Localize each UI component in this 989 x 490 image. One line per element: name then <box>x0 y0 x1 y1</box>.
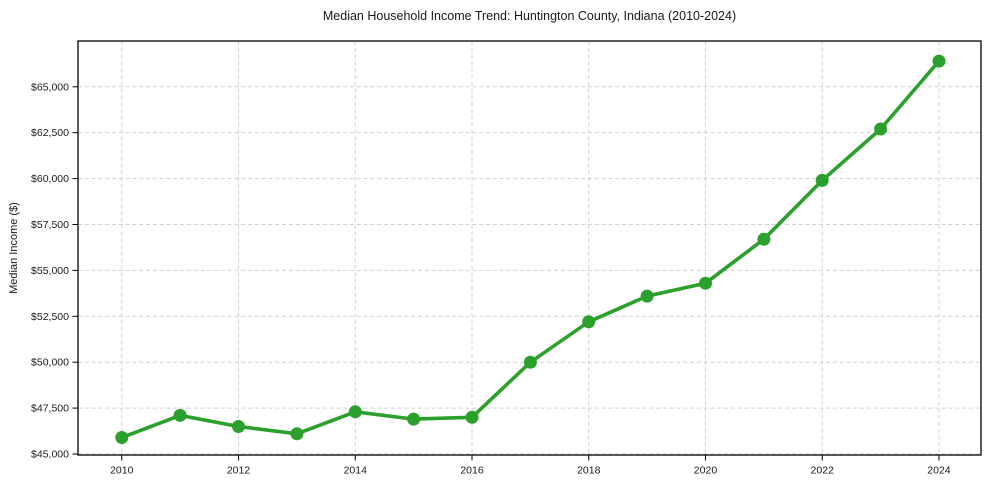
x-tick-label: 2024 <box>927 465 951 477</box>
x-tick-label: 2014 <box>344 465 368 477</box>
data-point-marker <box>640 289 654 303</box>
income-trend-line <box>120 59 941 440</box>
y-axis: $45,000 $47,500 $50,000 $52,500 $55,000 $57,5… <box>31 81 78 460</box>
data-point-marker <box>699 276 712 290</box>
x-tick-label: 2022 <box>811 465 835 477</box>
data-point-marker <box>348 405 362 419</box>
y-tick-label: $45,000 <box>31 448 69 460</box>
chart-title: Median Household Income Trend: Huntingto… <box>322 9 737 23</box>
y-tick-label: $47,500 <box>31 403 69 415</box>
y-tick-label: $57,500 <box>31 219 69 231</box>
data-point-marker <box>290 427 304 441</box>
y-tick-label: $55,000 <box>31 265 69 277</box>
x-tick-label: 2016 <box>460 465 484 477</box>
x-tick-label: 2018 <box>577 465 601 477</box>
data-point-marker <box>874 122 888 136</box>
data-point-marker <box>232 420 245 433</box>
data-point-marker <box>523 355 537 369</box>
data-point-marker <box>582 315 596 329</box>
y-tick-label: $62,500 <box>31 127 69 139</box>
data-point-marker <box>173 408 187 422</box>
x-tick-label: 2020 <box>694 465 718 477</box>
y-tick-label: $52,500 <box>31 311 69 323</box>
x-tick-label: 2012 <box>227 465 251 477</box>
data-point-marker <box>932 54 946 68</box>
data-point-marker <box>757 232 771 246</box>
data-point-marker <box>115 431 129 444</box>
x-axis: 2010 2012 2014 2016 2018 2020 2022 2024 <box>110 455 951 477</box>
plot-border <box>77 40 982 456</box>
data-point-markers <box>115 54 946 444</box>
data-point-marker <box>465 410 479 424</box>
data-point-marker <box>815 173 829 187</box>
y-tick-label: $65,000 <box>31 81 69 93</box>
gridlines <box>78 41 981 455</box>
y-tick-label: $50,000 <box>31 357 69 369</box>
y-tick-label: $60,000 <box>31 173 69 185</box>
data-point-marker <box>407 412 421 426</box>
x-tick-label: 2010 <box>110 465 134 477</box>
